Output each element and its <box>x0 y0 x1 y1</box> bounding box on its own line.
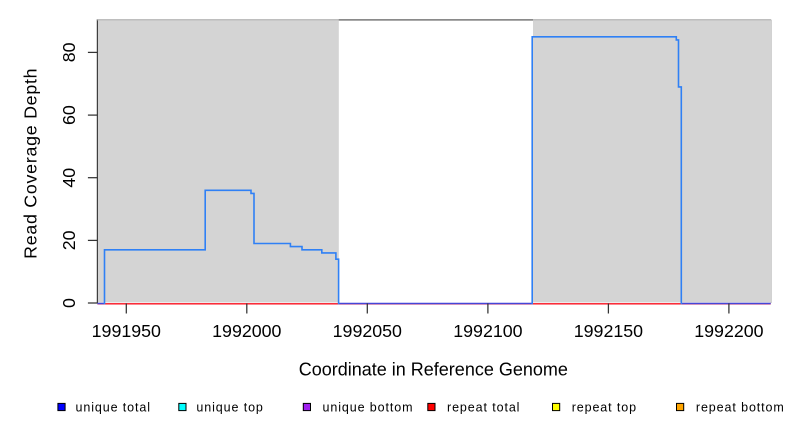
svg-text:60: 60 <box>59 105 79 125</box>
svg-text:unique bottom: unique bottom <box>323 401 414 415</box>
svg-text:1992100: 1992100 <box>453 321 522 341</box>
svg-text:Coordinate in Reference Genome: Coordinate in Reference Genome <box>299 359 568 379</box>
svg-text:1992000: 1992000 <box>212 321 281 341</box>
svg-text:repeat bottom: repeat bottom <box>696 401 785 415</box>
svg-text:1992200: 1992200 <box>694 321 763 341</box>
svg-text:0: 0 <box>59 298 79 308</box>
svg-text:40: 40 <box>59 168 79 188</box>
svg-text:1991950: 1991950 <box>92 321 161 341</box>
svg-text:80: 80 <box>59 42 79 62</box>
svg-text:unique total: unique total <box>76 401 151 415</box>
svg-text:1992050: 1992050 <box>333 321 402 341</box>
svg-text:1992150: 1992150 <box>574 321 643 341</box>
svg-text:repeat top: repeat top <box>572 401 637 415</box>
svg-text:20: 20 <box>59 230 79 250</box>
svg-text:unique top: unique top <box>196 401 263 415</box>
svg-text:repeat total: repeat total <box>447 401 520 415</box>
svg-text:Read Coverage Depth: Read Coverage Depth <box>21 68 41 259</box>
